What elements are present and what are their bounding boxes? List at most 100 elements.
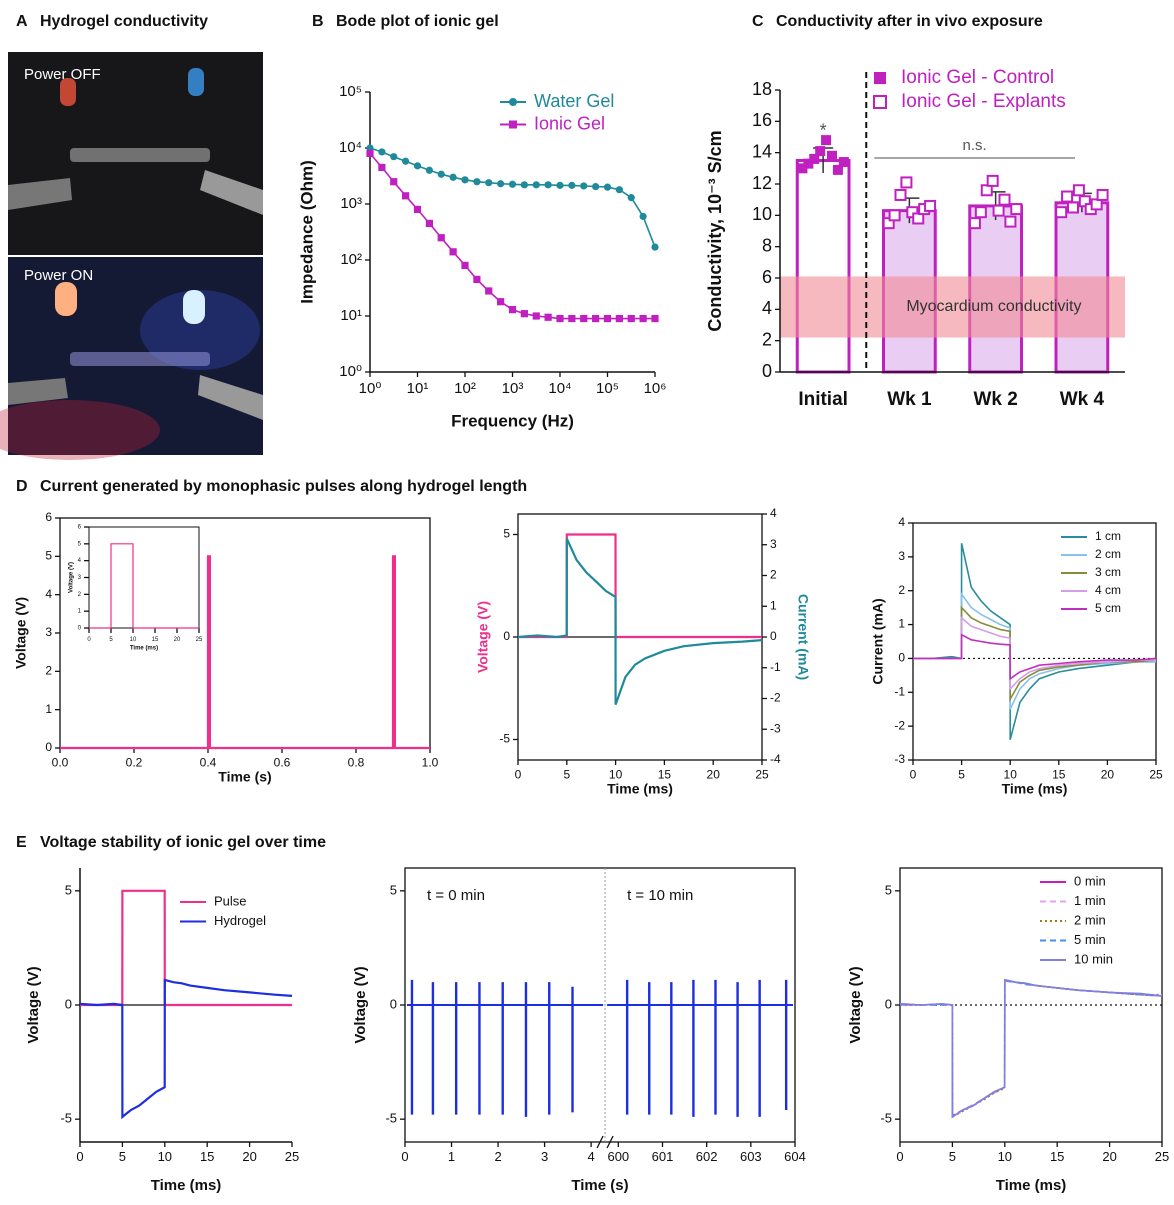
photo-label: Power ON [24,267,93,284]
y-tick-label: 3 [45,625,52,639]
y-tick-label: -5 [499,732,510,746]
legend-label: 3 cm [1095,565,1121,579]
y-tick-label: -2 [894,718,905,732]
panel-letter: E [16,834,27,851]
comparison-label: n.s. [963,137,987,154]
x-tick-label: 10¹ [407,380,429,397]
legend-marker [509,98,517,106]
marker [797,163,808,174]
y-axis-label: Conductivity, 10⁻³ S/cm [705,130,725,331]
gel [70,148,210,162]
y-tick-label: 16 [752,110,772,130]
y-axis-label: Voltage (V) [13,597,29,669]
legend-marker [509,120,517,129]
x-tick-label: 604 [784,1149,806,1164]
marker [556,181,564,189]
x-tick-label: 10 [998,1149,1012,1164]
marker [449,248,457,256]
marker [544,181,552,189]
x-tick-label: 15 [1052,767,1066,781]
marker [900,176,913,189]
x-tick-label: 5 [949,1149,956,1164]
y-tick-label: -3 [894,752,905,766]
y-tick-label: 6 [762,267,772,287]
panel-title: Current generated by monophasic pulses a… [40,478,527,495]
reference-label: Myocardium conductivity [906,298,1081,315]
x-tick-label: Initial [798,389,848,410]
marker [568,181,576,189]
photo-panel: A Hydrogel conductivity Power OFF Power … [0,13,263,460]
x-tick-label: 0.4 [200,755,217,769]
x-tick-label: 0.6 [274,755,291,769]
marker [651,314,659,323]
marker [1004,215,1017,228]
y-tick-label: -4 [770,752,781,766]
panel-letter: A [16,13,28,30]
marker [366,149,374,158]
marker [1067,201,1080,214]
x-tick-label: 10⁵ [596,380,619,397]
y-tick-label: 5 [78,541,82,547]
y-axis-label: Impedance (Ohm) [297,160,316,304]
marker [508,180,517,188]
marker [627,194,635,202]
marker [378,163,386,172]
x-tick-label: 15 [152,637,159,643]
y-tick-label: 0 [45,740,52,754]
marker [615,314,623,323]
marker [639,314,647,323]
legend-label: Hydrogel [214,913,266,928]
marker [413,162,422,170]
series-line [369,152,655,320]
marker [924,199,937,212]
y-tick-label: 0 [65,996,72,1011]
inset-line [89,543,199,629]
clip [198,375,263,420]
led-red [60,78,76,106]
y-tick-label: 0 [885,996,892,1011]
y-tick-label: 5 [503,527,510,541]
y-tick-label: 10¹ [340,307,362,324]
marker [580,182,588,190]
x-tick-label: 20 [707,767,721,781]
y-tick-label: 0 [770,629,777,643]
x-tick-label: Wk 1 [887,389,932,410]
marker [968,217,981,230]
segment-label: t = 10 min [627,887,693,904]
x-tick-label: 10³ [502,380,524,397]
x-tick-label: 10 [609,767,623,781]
panel-letter: C [752,13,764,30]
marker [821,135,832,146]
marker [520,181,528,189]
bar [795,159,851,374]
x-axis-label: Time (s) [571,1177,628,1194]
y-tick-label: 14 [752,141,772,161]
legend-label: 5 cm [1095,601,1121,615]
x-tick-label: 25 [755,767,769,781]
panel-title: Bode plot of ionic gel [336,13,499,30]
legend-label: 1 min [1074,893,1106,908]
x-tick-label: 5 [109,637,113,643]
marker [639,212,647,221]
series-line [913,616,1156,691]
reference-band [780,276,1125,338]
x-tick-label: 10⁰ [359,380,382,397]
x-tick-label: 3 [541,1149,548,1164]
x-axis-label: Time (ms) [996,1177,1067,1194]
x-tick-label: 15 [658,767,672,781]
marker [390,153,398,161]
marker [437,234,445,242]
y-tick-label: 1 [898,617,905,631]
marker [998,193,1011,206]
x-tick-label: 0 [910,767,917,781]
marker [627,314,635,323]
y-tick-label: 4 [78,558,82,564]
marker [449,173,457,181]
marker [461,261,469,270]
y-tick-label: 1 [770,598,777,612]
legend-label: 0 min [1074,873,1106,888]
x-tick-label: 15 [200,1149,214,1164]
marker [592,182,600,191]
series-line [899,978,1163,1118]
